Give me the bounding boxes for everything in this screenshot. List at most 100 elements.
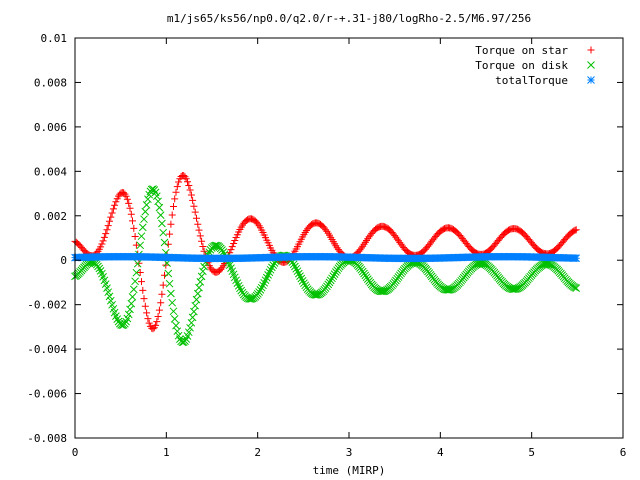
data-point [184,178,191,186]
data-point [108,209,116,217]
y-tick-label: 0 [60,254,67,267]
data-point [199,267,207,276]
data-point [145,319,153,327]
data-point [236,284,244,293]
data-point [171,195,179,203]
data-point [200,262,208,271]
data-point [105,292,114,301]
y-tick-label: -0.006 [27,388,67,401]
data-point [256,286,265,294]
data-point [197,272,206,281]
data-point [572,254,581,263]
data-point [127,210,135,218]
data-point [136,269,144,276]
data-point [247,295,256,303]
legend-label: totalTorque [495,74,568,87]
data-point [380,287,389,295]
data-point [185,182,193,189]
data-point [182,175,190,183]
data-point [109,205,117,213]
data-point [268,263,276,272]
data-point [188,313,197,322]
data-point [131,277,139,286]
data-point [158,290,166,298]
data-point [125,199,133,207]
data-point [322,226,330,234]
x-tick-label: 1 [163,446,170,459]
series-2 [71,252,581,263]
data-point [196,232,204,240]
data-point [154,313,162,320]
data-point [186,186,194,194]
data-point [169,307,178,316]
data-point [328,274,336,283]
legend-label: Torque on star [475,44,568,57]
data-point [126,305,134,314]
data-point [107,213,115,221]
data-point [255,288,263,296]
data-point [160,238,169,247]
data-point [164,269,173,278]
data-point [155,306,163,314]
data-point [193,289,202,298]
data-point [296,272,304,280]
data-point [172,188,180,196]
data-point [198,237,206,245]
data-point [257,283,266,292]
x-axis-label: time (MIRP) [313,464,386,477]
data-point [300,279,308,288]
data-point [113,315,122,323]
data-point [104,222,112,230]
data-point [123,195,131,203]
data-point [264,271,272,279]
y-tick-label: 0.006 [34,121,67,134]
data-point [326,276,335,285]
data-point [147,185,156,194]
data-point [297,274,306,283]
legend: Torque on star Torque on disk totalTorque [475,44,595,87]
data-point [122,192,130,200]
data-point [159,281,167,289]
data-point [545,260,554,269]
data-point [158,219,166,228]
data-point [228,243,236,251]
data-point [234,281,243,290]
data-point [150,186,159,194]
data-point [100,233,108,241]
y-tick-label: 0.004 [34,165,67,178]
data-point [138,278,145,286]
data-point [137,232,146,241]
data-point [135,259,143,267]
data-point [140,295,148,303]
data-point [168,211,176,219]
data-point [269,261,278,269]
data-point [126,204,134,212]
data-point [205,248,214,257]
data-point [94,262,102,271]
data-point [259,281,267,290]
data-point [121,319,129,328]
data-point [106,296,115,305]
data-point [237,286,246,295]
data-point [124,310,133,319]
data-point [292,264,301,273]
data-point [173,327,182,336]
data-point [112,198,120,206]
data-point [166,230,174,238]
data-point [314,290,322,299]
data-point [144,195,152,204]
data-point [170,203,177,210]
data-point [165,279,174,288]
data-point [103,226,111,234]
data-point [141,207,150,216]
ticks-layer: 0 1 2 3 4 5 6 -0.008 -0.006 -0.004 -0.002 0 0.002 0.0… [27,32,626,459]
data-point [111,201,119,209]
data-point [291,262,299,271]
data-point [97,243,105,251]
legend-label: Torque on disk [475,59,568,72]
chart-title: m1/js65/ks56/np0.0/q2.0/r-+.31-j80/logRh… [167,12,531,25]
data-point [293,267,302,276]
data-point [181,337,189,345]
data-point [298,277,307,285]
data-point [190,202,198,210]
